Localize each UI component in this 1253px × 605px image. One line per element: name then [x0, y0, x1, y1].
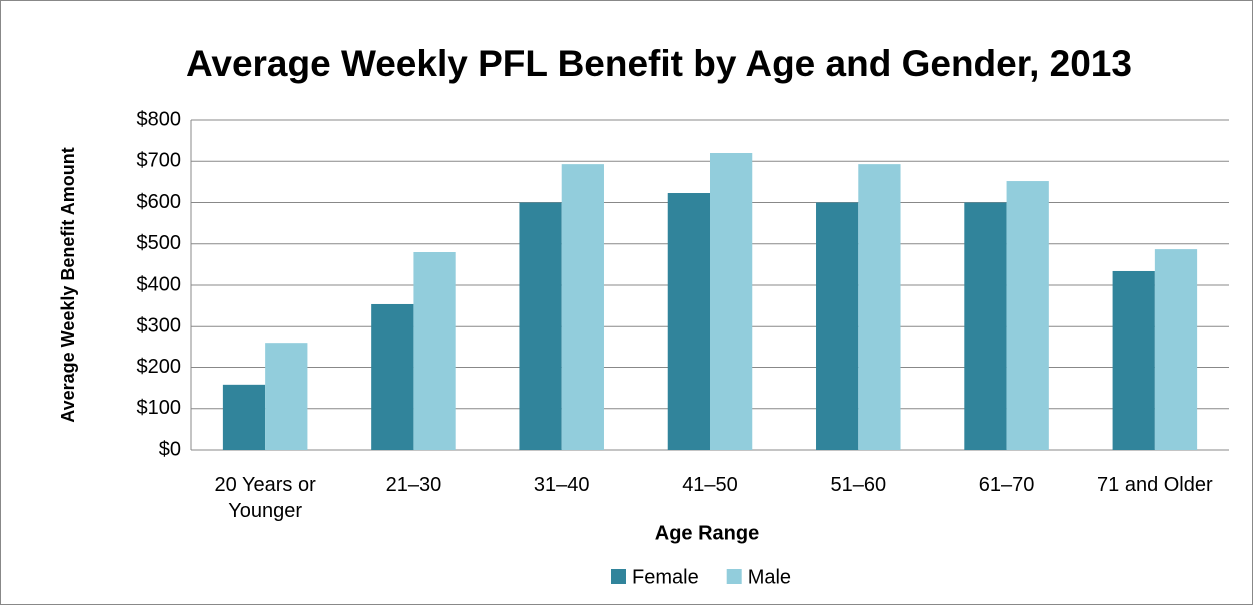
x-tick-label: 71 and Older — [1097, 474, 1213, 496]
legend-swatch — [726, 569, 742, 584]
y-tick-label: $700 — [137, 150, 182, 172]
x-axis-title: Age Range — [655, 522, 759, 544]
y-tick-label: $800 — [137, 108, 182, 130]
bar — [1006, 181, 1049, 451]
chart-title: Average Weekly PFL Benefit by Age and Ge… — [186, 43, 1132, 84]
bar — [1112, 270, 1155, 450]
y-axis-title: Average Weekly Benefit Amount — [58, 147, 78, 422]
bar — [561, 164, 604, 450]
y-tick-label: $400 — [137, 273, 182, 295]
bar — [816, 202, 859, 450]
bar — [413, 252, 456, 450]
y-tick-label: $500 — [137, 232, 182, 254]
y-tick-label: $600 — [137, 191, 182, 213]
x-tick-label: 61–70 — [978, 474, 1035, 496]
bar — [265, 343, 308, 450]
legend-swatch — [611, 569, 626, 584]
x-tick-label: 20 Years or Younger — [214, 474, 316, 522]
bar — [222, 384, 266, 450]
bar — [519, 202, 562, 450]
y-tick-label: $100 — [137, 397, 182, 419]
y-tick-label: $200 — [137, 356, 182, 378]
bar — [858, 164, 901, 450]
bar — [1154, 249, 1198, 450]
y-tick-label: $300 — [137, 315, 182, 337]
bar — [710, 153, 753, 450]
bar — [964, 202, 1007, 450]
y-tick-label: $0 — [159, 438, 181, 460]
legend-label: Male — [748, 566, 791, 588]
bar — [371, 303, 414, 450]
x-tick-label: 31–40 — [533, 474, 590, 496]
x-tick-label: 51–60 — [830, 474, 887, 496]
legend-label: Female — [632, 566, 699, 588]
bar — [667, 193, 710, 450]
x-tick-label: 21–30 — [385, 474, 442, 496]
x-tick-label: 41–50 — [682, 474, 738, 496]
